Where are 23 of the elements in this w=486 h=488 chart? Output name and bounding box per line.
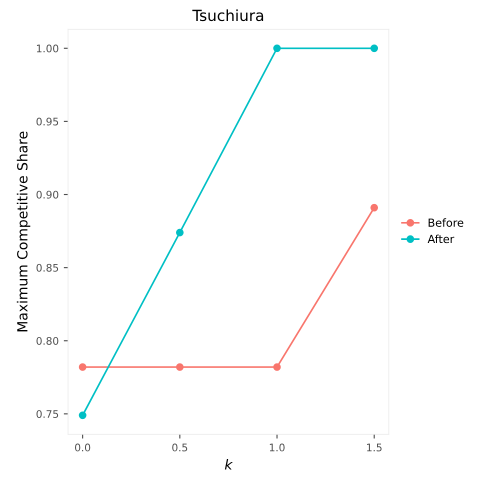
- y-axis-title: Maximum Competitive Share: [16, 132, 30, 332]
- x-tick-label: 0.0: [75, 444, 90, 452]
- y-tick-label: 0.90: [36, 190, 58, 199]
- point: [370, 44, 378, 52]
- y-tick-label: 0.80: [36, 336, 58, 345]
- y-tick-label: 0.85: [36, 264, 58, 272]
- y-tick-label: 0.75: [36, 410, 58, 418]
- chart-title: Tsuchiura: [192, 9, 264, 22]
- point: [273, 44, 281, 52]
- point: [176, 228, 184, 236]
- legend-label: Before: [428, 218, 464, 227]
- y-tick-label: 0.95: [36, 118, 58, 126]
- x-tick-label: 1.0: [270, 444, 285, 452]
- point: [370, 204, 378, 212]
- point: [176, 363, 184, 371]
- point: [78, 411, 86, 420]
- legend-label: After: [428, 234, 454, 244]
- y-tick-label: 1.00: [36, 44, 58, 52]
- x-tick-label: 1.5: [367, 444, 382, 452]
- point: [273, 363, 281, 371]
- x-tick-label: 0.5: [172, 444, 188, 452]
- x-axis-title: k: [224, 458, 233, 470]
- point: [78, 363, 86, 371]
